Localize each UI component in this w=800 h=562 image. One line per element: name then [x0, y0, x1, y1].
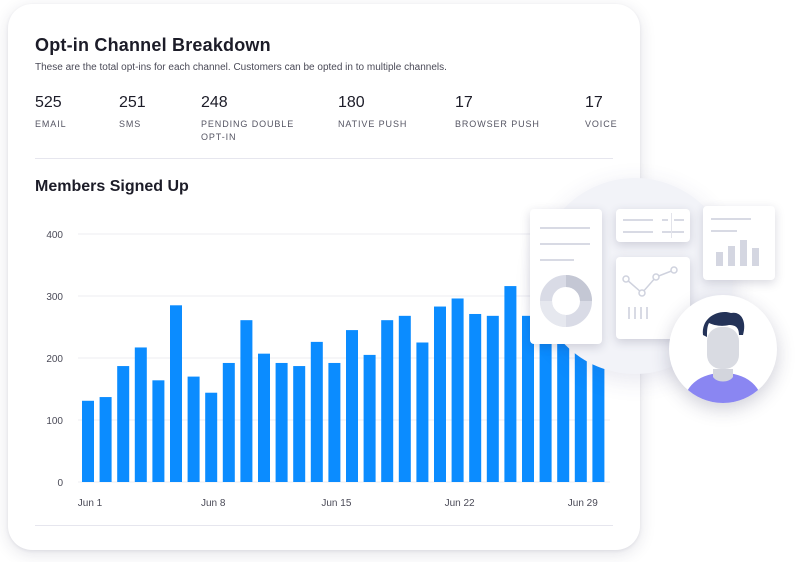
bar[interactable] — [522, 315, 534, 482]
x-tick-label: Jun 1 — [78, 498, 103, 509]
bar[interactable] — [592, 339, 605, 482]
stat-label: SMS — [119, 119, 142, 129]
stat-value: 248 — [201, 94, 228, 111]
stat-value: 180 — [338, 94, 365, 111]
report-card-illustration — [530, 209, 602, 344]
bar[interactable] — [293, 366, 306, 482]
stat-label: NATIVE PUSH — [338, 119, 408, 129]
y-tick-label: 200 — [46, 354, 63, 365]
members-chart: 0 100 200 300 400 Jun 1 Jun 8 Jun 15 Jun 22 Jun 2… — [46, 230, 610, 509]
bar[interactable] — [275, 362, 288, 482]
bar[interactable] — [99, 397, 112, 482]
bar[interactable] — [117, 366, 130, 482]
user-avatar-icon — [683, 311, 763, 403]
donut-chart-icon — [540, 227, 592, 327]
chart-bottom-divider — [35, 525, 613, 526]
bar-chart-icon — [711, 218, 759, 266]
bar[interactable] — [346, 330, 358, 482]
stat-label: PENDING DOUBLE OPT-IN — [201, 119, 295, 142]
stat-value: 17 — [455, 94, 473, 111]
stat-value: 525 — [35, 94, 62, 111]
bar[interactable] — [416, 342, 429, 483]
stats-divider — [35, 158, 613, 159]
bar[interactable] — [205, 392, 218, 482]
bar[interactable] — [381, 320, 394, 482]
bar[interactable] — [240, 320, 253, 482]
table-card-illustration — [616, 209, 690, 242]
bar[interactable] — [574, 336, 587, 482]
stat-value: 17 — [585, 94, 603, 111]
stat-pending-double-opt-in: 248 PENDING DOUBLE OPT-IN — [201, 94, 301, 144]
stat-label: VOICE — [585, 119, 618, 129]
bar[interactable] — [222, 362, 235, 482]
y-tick-label: 300 — [46, 292, 63, 303]
bar[interactable] — [486, 315, 499, 482]
stat-native-push: 180 NATIVE PUSH — [338, 94, 407, 131]
line-chart-icon — [622, 266, 678, 319]
bar[interactable] — [328, 362, 341, 482]
chart-title: Members Signed Up — [35, 178, 189, 195]
bar[interactable] — [170, 305, 182, 482]
x-tick-label: Jun 8 — [201, 498, 226, 509]
bar[interactable] — [258, 353, 270, 482]
stat-sms: 251 SMS — [119, 94, 146, 131]
y-tick-label: 100 — [46, 416, 63, 427]
bar[interactable] — [504, 286, 517, 482]
x-tick-label: Jun 29 — [568, 498, 598, 509]
stat-label: BROWSER PUSH — [455, 119, 540, 129]
x-tick-label: Jun 22 — [445, 498, 475, 509]
card-title: Opt-in Channel Breakdown — [35, 35, 271, 55]
stat-browser-push: 17 BROWSER PUSH — [455, 94, 540, 131]
stat-value: 251 — [119, 94, 146, 111]
stat-label: EMAIL — [35, 119, 67, 129]
y-tick-label: 0 — [57, 478, 63, 489]
bar[interactable] — [469, 313, 482, 482]
bar[interactable] — [451, 298, 464, 482]
bar-chart-card-illustration — [703, 206, 775, 280]
bar[interactable] — [134, 347, 147, 482]
bar[interactable] — [557, 333, 570, 482]
stat-email: 525 EMAIL — [35, 94, 67, 131]
stat-voice: 17 VOICE — [585, 94, 618, 131]
bar[interactable] — [152, 380, 165, 482]
bar[interactable] — [539, 327, 552, 482]
x-tick-label: Jun 15 — [321, 498, 351, 509]
bar[interactable] — [434, 306, 446, 482]
table-icon — [623, 213, 684, 238]
avatar — [669, 295, 777, 403]
bar[interactable] — [187, 376, 200, 482]
bar[interactable] — [310, 341, 323, 482]
y-tick-label: 400 — [46, 230, 63, 241]
bar[interactable] — [82, 400, 94, 482]
bar[interactable] — [398, 315, 411, 482]
bar[interactable] — [363, 354, 376, 482]
card-subtitle: These are the total opt-ins for each cha… — [35, 62, 447, 73]
